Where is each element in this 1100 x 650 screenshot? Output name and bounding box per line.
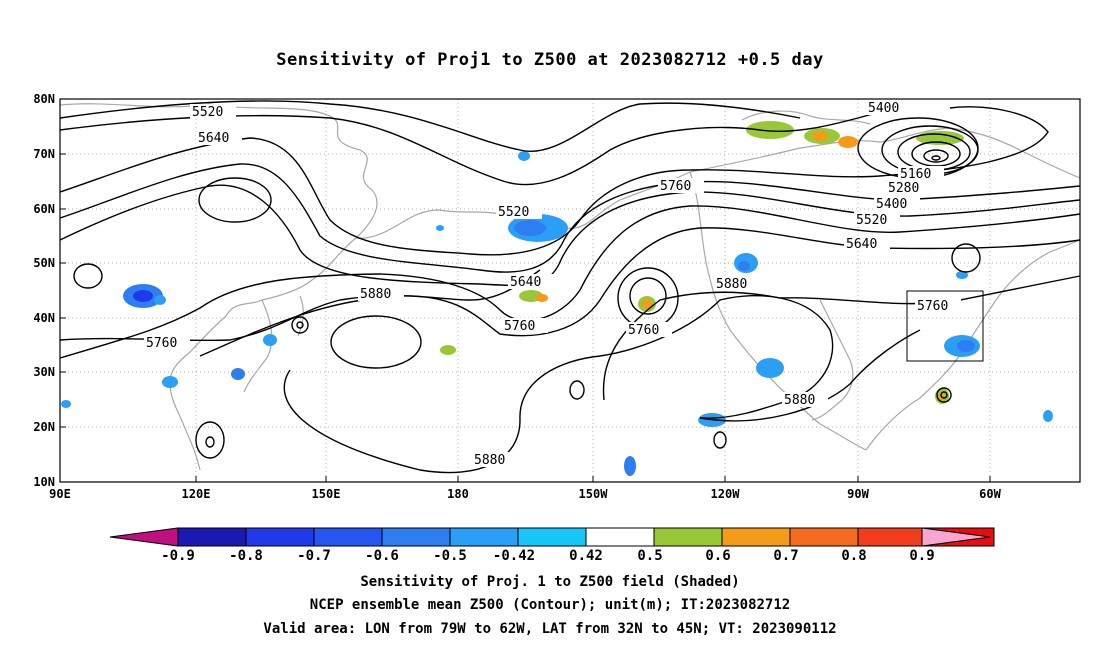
lon-label: 60W bbox=[979, 487, 1001, 501]
colorbar-label: 0.8 bbox=[841, 548, 866, 564]
contour-label: 5880 bbox=[784, 393, 815, 408]
caption-line-1: Sensitivity of Proj. 1 to Z500 field (Sh… bbox=[360, 574, 740, 590]
lon-label: 150W bbox=[579, 487, 609, 501]
contour-label: 5520 bbox=[192, 105, 223, 120]
lon-label: 90E bbox=[49, 487, 71, 501]
contour-label: 5760 bbox=[917, 299, 948, 314]
caption-line-2: NCEP ensemble mean Z500 (Contour); unit(… bbox=[309, 597, 791, 613]
colorbar-box bbox=[245, 527, 315, 547]
contour-label: 5760 bbox=[660, 179, 691, 194]
colorbar-label: 0.7 bbox=[773, 548, 798, 564]
lat-label: 80N bbox=[33, 92, 55, 106]
lon-label: 120E bbox=[182, 487, 211, 501]
colorbar-label: 0.6 bbox=[705, 548, 730, 564]
contour-label: 5760 bbox=[504, 319, 535, 334]
lat-label: 60N bbox=[33, 202, 55, 216]
colorbar-label: -0.7 bbox=[297, 548, 331, 564]
caption-line-3: Valid area: LON from 79W to 62W, LAT fro… bbox=[263, 621, 837, 637]
contour-label: 5160 bbox=[900, 167, 931, 182]
contour-label: 5760 bbox=[146, 336, 177, 351]
latitude-labels: 80N 70N 60N 50N 40N 30N 20N 10N bbox=[33, 92, 55, 489]
colorbar-label: -0.42 bbox=[493, 548, 535, 564]
chart-title: Sensitivity of Proj1 to Z500 at 20230827… bbox=[276, 50, 824, 70]
contour-label: 5880 bbox=[474, 453, 505, 468]
colorbar-label: -0.6 bbox=[365, 548, 399, 564]
contour-label: 5880 bbox=[716, 277, 747, 292]
colorbar-box bbox=[789, 527, 859, 547]
colorbar-box bbox=[653, 527, 723, 547]
colorbar-label: 0.9 bbox=[909, 548, 934, 564]
contour-label: 5640 bbox=[198, 131, 229, 146]
axis-ticks bbox=[59, 98, 991, 483]
contour-label: 5520 bbox=[856, 213, 887, 228]
colorbar-boxes bbox=[177, 527, 995, 547]
lat-label: 20N bbox=[33, 420, 55, 434]
lat-label: 30N bbox=[33, 365, 55, 379]
colorbar-box bbox=[517, 527, 587, 547]
colorbar-box bbox=[857, 527, 927, 547]
contour-labels: 5520 5640 5400 5160 5280 5400 5520 5640 … bbox=[144, 100, 961, 468]
colorbar-right-arrow bbox=[921, 527, 991, 547]
lon-label: 120W bbox=[711, 487, 741, 501]
lon-label: 180 bbox=[447, 487, 469, 501]
colorbar: -0.9 -0.8 -0.7 -0.6 -0.5 -0.42 0.42 0.5 … bbox=[109, 527, 995, 564]
colorbar-box bbox=[721, 527, 791, 547]
colorbar-label: 0.42 bbox=[569, 548, 603, 564]
longitude-labels: 90E 120E 150E 180 150W 120W 90W 60W bbox=[49, 487, 1001, 501]
contour-label: 5400 bbox=[876, 197, 907, 212]
colorbar-label: 0.5 bbox=[637, 548, 662, 564]
contour-label: 5520 bbox=[498, 205, 529, 220]
colorbar-box bbox=[585, 527, 655, 547]
colorbar-left-arrow bbox=[109, 527, 179, 547]
coastlines bbox=[59, 103, 1081, 471]
contour-label: 5880 bbox=[360, 287, 391, 302]
lat-label: 70N bbox=[33, 147, 55, 161]
colorbar-label: -0.5 bbox=[433, 548, 467, 564]
lat-label: 50N bbox=[33, 256, 55, 270]
lon-label: 150E bbox=[312, 487, 341, 501]
colorbar-label: -0.9 bbox=[161, 548, 195, 564]
colorbar-box bbox=[449, 527, 519, 547]
valid-area-box bbox=[906, 290, 984, 362]
colorbar-box bbox=[381, 527, 451, 547]
plot-frame bbox=[59, 98, 1081, 483]
lat-label: 40N bbox=[33, 311, 55, 325]
contour-label: 5400 bbox=[868, 101, 899, 116]
colorbar-box bbox=[313, 527, 383, 547]
contour-label: 5760 bbox=[628, 323, 659, 338]
colorbar-box bbox=[177, 527, 247, 547]
lon-label: 90W bbox=[847, 487, 869, 501]
colorbar-labels: -0.9 -0.8 -0.7 -0.6 -0.5 -0.42 0.42 0.5 … bbox=[161, 548, 935, 564]
contour-label: 5640 bbox=[846, 237, 877, 252]
contour-label: 5640 bbox=[510, 275, 541, 290]
contour-label: 5280 bbox=[888, 181, 919, 196]
lat-label: 10N bbox=[33, 475, 55, 489]
colorbar-label: -0.8 bbox=[229, 548, 263, 564]
